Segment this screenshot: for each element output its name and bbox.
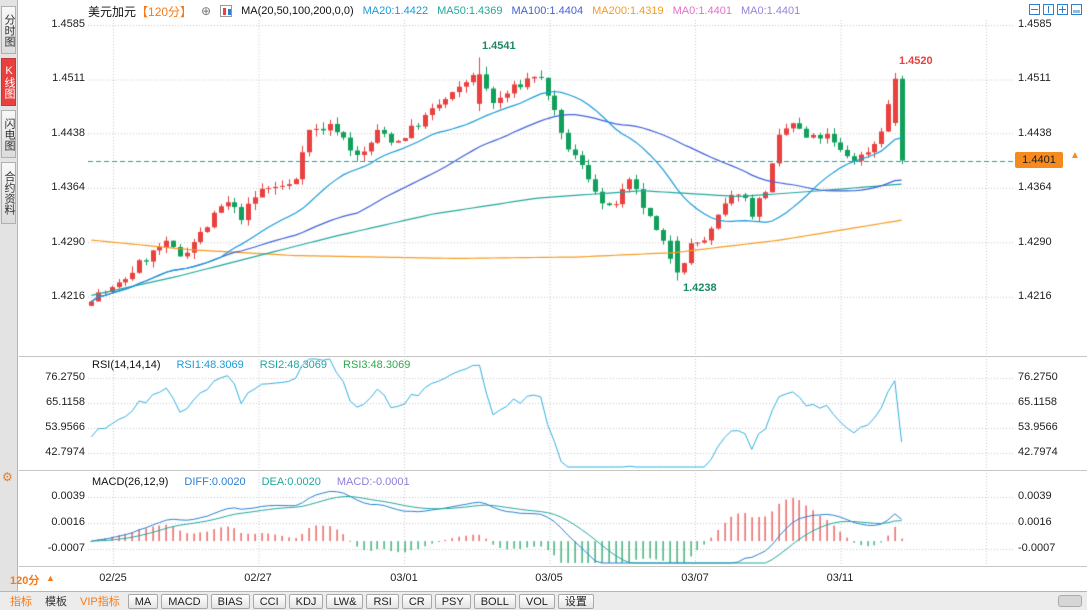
split-pane-layout-icon[interactable] bbox=[1043, 4, 1054, 15]
ma20-value: MA20:1.4422 bbox=[362, 5, 429, 17]
indicator-cr-button[interactable]: CR bbox=[401, 593, 432, 609]
macd-axis-label: -0.0007 bbox=[47, 542, 85, 554]
timeframe-badge: 【120分】 bbox=[136, 4, 193, 19]
panel-divider bbox=[19, 566, 1087, 567]
price-axis-label: 1.4511 bbox=[1018, 72, 1051, 84]
price-axis-label: 1.4216 bbox=[1018, 290, 1052, 302]
ma-settings-label: MA(20,50,100,200,0,0) bbox=[241, 5, 354, 17]
rsi-axis-label: 53.9566 bbox=[1018, 421, 1058, 433]
time-axis-label: 03/01 bbox=[390, 572, 418, 584]
rsi-chart-canvas[interactable] bbox=[88, 356, 1014, 470]
toolbar-tab-indicators[interactable]: 指标 bbox=[10, 596, 32, 608]
indicator-psy-button[interactable]: PSY bbox=[434, 593, 471, 609]
price-axis-label: 1.4438 bbox=[1018, 127, 1052, 139]
price-axis-label: 1.4216 bbox=[51, 290, 85, 302]
timeframe-up-icon[interactable]: ▲ bbox=[46, 573, 55, 583]
period-high-annotation: 1.4541 bbox=[482, 40, 516, 52]
sidebar-tab-lightning-chart[interactable]: 闪电图 bbox=[1, 110, 16, 158]
candlestick-chart-canvas[interactable] bbox=[88, 20, 1014, 356]
symbol-name: 美元加元 bbox=[88, 4, 137, 19]
time-axis-label: 03/07 bbox=[681, 572, 709, 584]
rsi-axis-label: 76.2750 bbox=[1018, 371, 1058, 383]
chart-header: 美元加元【120分】 ⊕ MA(20,50,100,200,0,0) MA20:… bbox=[88, 3, 800, 19]
price-axis-label: 1.4364 bbox=[1018, 181, 1052, 193]
time-axis-label: 03/05 bbox=[535, 572, 563, 584]
gear-icon[interactable]: ⚙ bbox=[2, 470, 13, 484]
bottom-pane-layout-icon[interactable] bbox=[1071, 4, 1082, 15]
indicator-macd-button[interactable]: MACD bbox=[161, 593, 208, 609]
toolbar-tab-templates[interactable]: 模板 bbox=[45, 596, 67, 608]
price-axis-label: 1.4511 bbox=[52, 72, 85, 84]
sidebar-tab-contract-info[interactable]: 合约资料 bbox=[1, 162, 16, 224]
time-axis-label: 03/11 bbox=[826, 572, 854, 584]
rsi-axis-label: 42.7974 bbox=[45, 446, 85, 458]
indicator-ma-button[interactable]: MA bbox=[127, 593, 159, 609]
price-axis-label: 1.4438 bbox=[51, 127, 85, 139]
candle-style-icon[interactable] bbox=[220, 5, 233, 17]
recent-high-annotation: 1.4520 bbox=[899, 55, 933, 67]
toolbar-tab-vip-indicators[interactable]: VIP指标 bbox=[80, 596, 120, 608]
ma0-value-1: MA0:1.4401 bbox=[672, 5, 732, 17]
pane-layout-controls bbox=[1029, 4, 1082, 15]
sidebar-tab-kline-chart[interactable]: K线图 bbox=[1, 58, 16, 106]
ma50-value: MA50:1.4369 bbox=[437, 5, 503, 17]
last-price-tag: 1.4401 bbox=[1015, 152, 1063, 168]
time-axis-label: 02/27 bbox=[244, 572, 272, 584]
zoom-icon[interactable]: ⊕ bbox=[201, 4, 212, 18]
single-pane-layout-icon[interactable] bbox=[1029, 4, 1040, 15]
price-axis-label: 1.4585 bbox=[51, 18, 85, 30]
ma0-value-2: MA0:1.4401 bbox=[740, 5, 801, 17]
price-axis-label: 1.4585 bbox=[1018, 18, 1052, 30]
bottom-toolbar: 指标 模板 VIP指标 MA MACD BIAS CCI KDJ LW& RSI… bbox=[0, 591, 1087, 610]
price-axis-label: 1.4290 bbox=[51, 236, 85, 248]
macd-axis-label: 0.0016 bbox=[1018, 516, 1052, 528]
macd-axis-label: 0.0039 bbox=[1018, 490, 1052, 502]
grid-pane-layout-icon[interactable] bbox=[1057, 4, 1068, 15]
rsi-axis-label: 65.1158 bbox=[46, 396, 85, 408]
price-axis-label: 1.4364 bbox=[51, 181, 85, 193]
period-low-annotation: 1.4238 bbox=[683, 282, 717, 294]
indicator-kdj-button[interactable]: KDJ bbox=[288, 593, 324, 609]
indicator-lwr-button[interactable]: LW& bbox=[326, 593, 364, 609]
indicator-rsi-button[interactable]: RSI bbox=[366, 593, 399, 609]
indicator-boll-button[interactable]: BOLL bbox=[473, 593, 516, 609]
left-sidebar: 分时图 K线图 闪电图 合约资料 ⚙ bbox=[0, 0, 18, 591]
indicator-vol-button[interactable]: VOL bbox=[518, 593, 555, 609]
macd-axis-label: 0.0039 bbox=[51, 490, 85, 502]
indicator-bias-button[interactable]: BIAS bbox=[210, 593, 250, 609]
price-axis-label: 1.4290 bbox=[1018, 236, 1052, 248]
rsi-axis-label: 53.9566 bbox=[45, 421, 85, 433]
sidebar-tab-time-chart[interactable]: 分时图 bbox=[1, 6, 16, 54]
price-up-arrow-icon: ▲ bbox=[1070, 150, 1080, 161]
timeframe-label[interactable]: 120分 bbox=[10, 575, 40, 587]
toolbar-scrollbar[interactable] bbox=[1058, 595, 1082, 607]
rsi-axis-label: 76.2750 bbox=[45, 371, 85, 383]
chart-title: 美元加元【120分】 bbox=[88, 3, 192, 20]
macd-axis-label: 0.0016 bbox=[51, 516, 85, 528]
ma200-value: MA200:1.4319 bbox=[592, 5, 664, 17]
settings-button[interactable]: 设置 bbox=[557, 593, 594, 609]
rsi-axis-label: 42.7974 bbox=[1018, 446, 1058, 458]
time-axis-label: 02/25 bbox=[99, 572, 127, 584]
macd-chart-canvas[interactable] bbox=[88, 470, 1014, 566]
ma100-value: MA100:1.4404 bbox=[511, 5, 584, 17]
indicator-cci-button[interactable]: CCI bbox=[252, 593, 286, 609]
rsi-axis-label: 65.1158 bbox=[1018, 396, 1057, 408]
macd-axis-label: -0.0007 bbox=[1018, 542, 1056, 554]
time-axis: 120分 ▲ 02/25 02/27 03/01 03/05 03/07 03/… bbox=[10, 567, 1087, 591]
